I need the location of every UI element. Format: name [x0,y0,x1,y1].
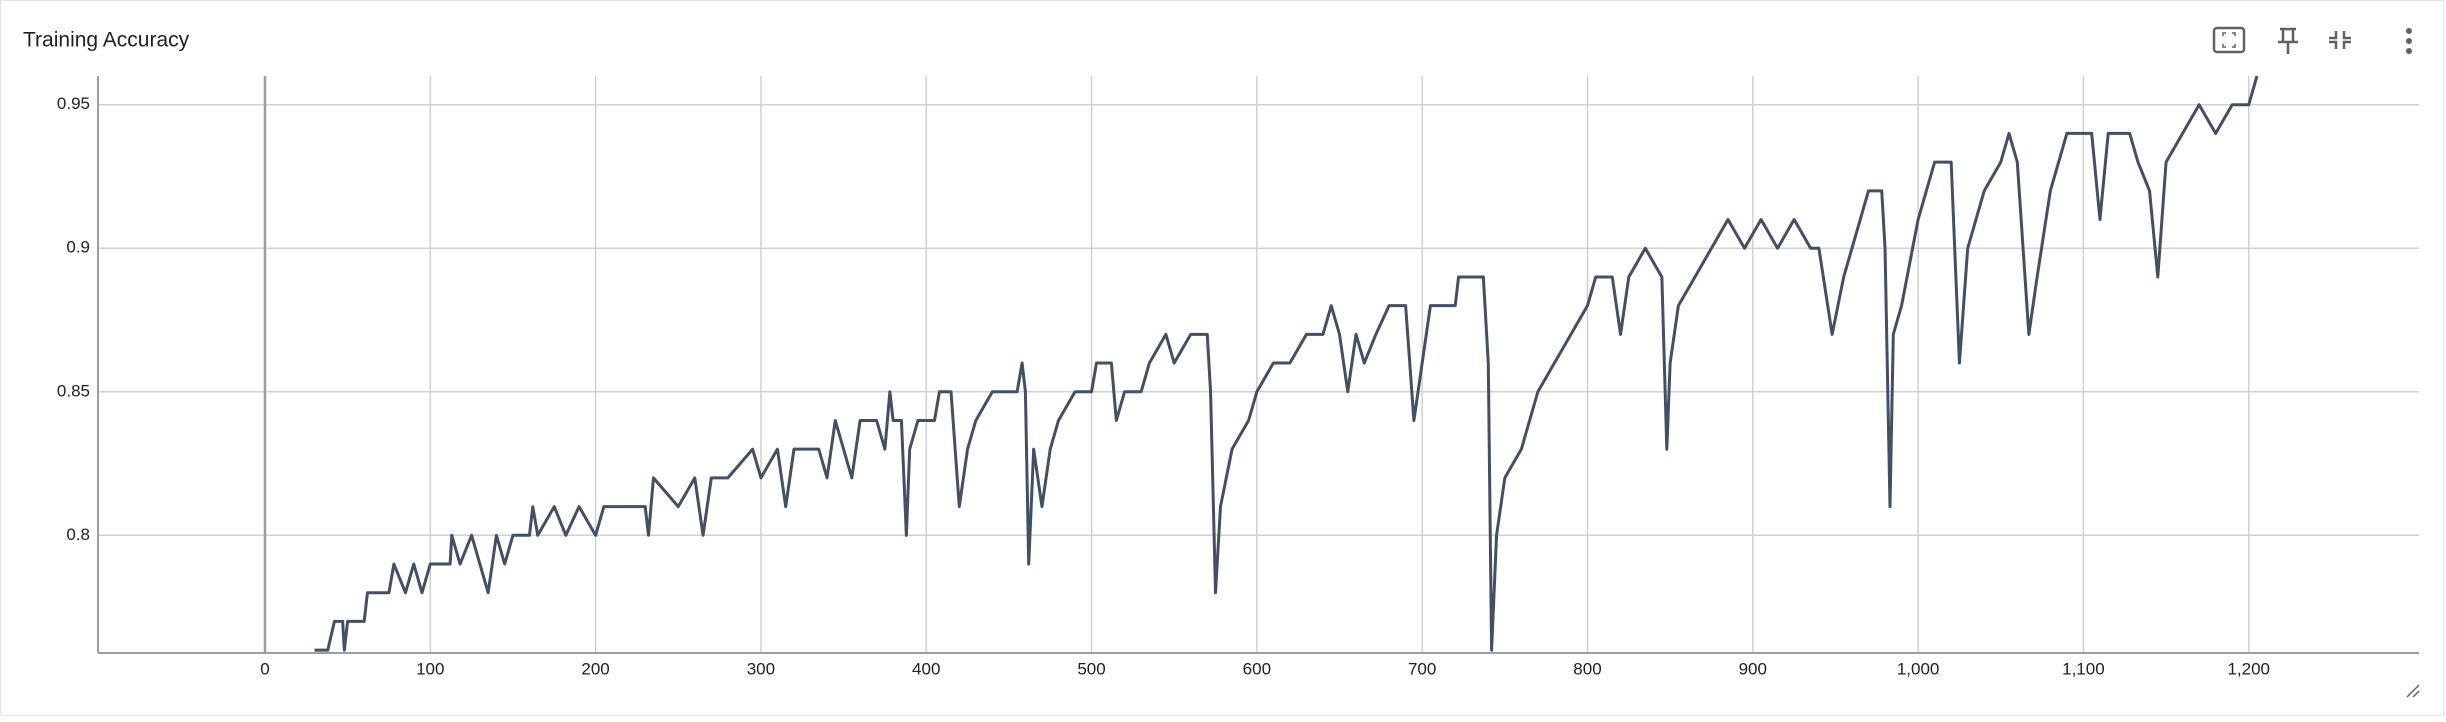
fit-domain-button[interactable] [2212,26,2246,54]
x-tick-label: 600 [1243,659,1271,678]
x-tick-label: 800 [1573,659,1601,678]
x-tick-label: 200 [581,659,609,678]
data-line [314,76,2259,652]
toolbar [2212,26,2412,54]
x-tick-label: 1,000 [1897,659,1940,678]
x-tick-label: 500 [1077,659,1105,678]
x-tick-label: 1,100 [2062,659,2105,678]
resize-handle[interactable] [2406,684,2420,698]
x-tick-label: 100 [416,659,444,678]
pin-button[interactable] [2278,27,2298,54]
x-tick-label: 0 [260,659,269,678]
chart-title: Training Accuracy [23,29,190,52]
x-tick-label: 300 [747,659,775,678]
grid [98,76,2419,653]
x-tick-label: 700 [1408,659,1436,678]
x-tick-label: 1,200 [2227,659,2270,678]
y-tick-label: 0.9 [66,238,90,257]
more-button[interactable] [2406,28,2412,54]
y-tick-label: 0.95 [57,94,90,113]
collapse-button[interactable] [2329,31,2351,49]
y-tick-label: 0.8 [66,525,90,544]
y-tick-label: 0.85 [57,381,90,400]
x-tick-label: 900 [1739,659,1767,678]
x-tick-label: 400 [912,659,940,678]
